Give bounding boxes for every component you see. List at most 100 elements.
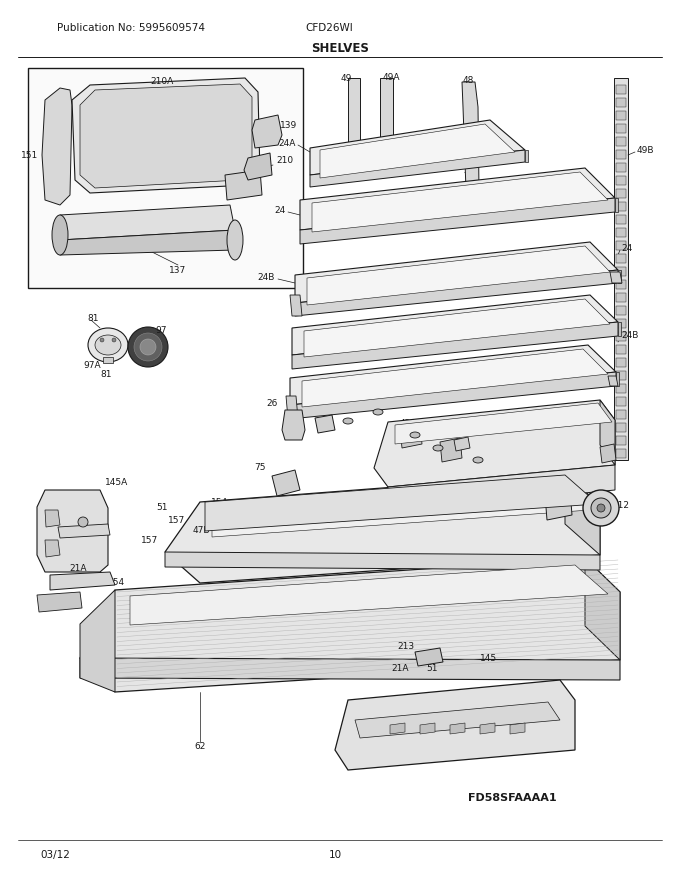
Text: 157: 157 <box>168 516 185 524</box>
Polygon shape <box>525 150 528 162</box>
Polygon shape <box>286 396 298 419</box>
Text: 212: 212 <box>337 404 354 413</box>
Ellipse shape <box>100 338 104 342</box>
Text: 49A: 49A <box>382 72 400 82</box>
Polygon shape <box>302 349 608 407</box>
Polygon shape <box>618 322 621 336</box>
Polygon shape <box>58 524 110 538</box>
Polygon shape <box>616 98 626 107</box>
Polygon shape <box>80 658 620 680</box>
Ellipse shape <box>78 517 88 527</box>
Polygon shape <box>205 475 598 531</box>
Polygon shape <box>80 84 252 188</box>
Polygon shape <box>616 306 626 315</box>
Polygon shape <box>300 198 615 244</box>
Text: 03/12: 03/12 <box>40 850 70 860</box>
Polygon shape <box>80 590 115 692</box>
Text: 24: 24 <box>275 206 286 215</box>
Polygon shape <box>616 228 626 237</box>
Polygon shape <box>415 648 443 666</box>
Polygon shape <box>585 558 620 660</box>
Text: 21A: 21A <box>69 563 87 573</box>
Text: 210: 210 <box>276 156 293 165</box>
Polygon shape <box>45 510 60 527</box>
Polygon shape <box>400 424 422 448</box>
Text: 139: 139 <box>280 121 297 129</box>
Polygon shape <box>225 170 262 200</box>
Text: 75: 75 <box>254 463 266 472</box>
Polygon shape <box>616 150 626 159</box>
Polygon shape <box>616 241 626 250</box>
Polygon shape <box>374 400 615 487</box>
Text: 212: 212 <box>467 449 484 458</box>
Polygon shape <box>380 78 393 172</box>
Text: FD58SFAAAA1: FD58SFAAAA1 <box>468 793 557 803</box>
Text: 42A: 42A <box>400 419 418 428</box>
Polygon shape <box>72 78 260 193</box>
Polygon shape <box>462 82 479 190</box>
Polygon shape <box>282 410 305 440</box>
Text: 49B: 49B <box>637 145 654 155</box>
Polygon shape <box>616 345 626 354</box>
Polygon shape <box>616 397 626 406</box>
Polygon shape <box>103 357 113 363</box>
Polygon shape <box>616 384 626 393</box>
Text: 212: 212 <box>375 400 392 409</box>
Polygon shape <box>60 205 235 240</box>
Text: 212: 212 <box>612 501 629 510</box>
Text: 21A: 21A <box>448 426 466 435</box>
Polygon shape <box>614 78 628 460</box>
Polygon shape <box>545 490 572 520</box>
Polygon shape <box>212 483 590 537</box>
Polygon shape <box>616 372 619 386</box>
Polygon shape <box>454 437 470 451</box>
Polygon shape <box>165 474 600 583</box>
Polygon shape <box>510 723 525 734</box>
Polygon shape <box>565 474 600 555</box>
Text: 212: 212 <box>464 459 481 468</box>
Polygon shape <box>388 465 615 512</box>
Ellipse shape <box>227 220 243 260</box>
Ellipse shape <box>373 409 383 415</box>
Polygon shape <box>28 68 303 288</box>
Polygon shape <box>310 120 525 175</box>
Text: 47B: 47B <box>192 525 210 534</box>
Polygon shape <box>616 189 626 198</box>
Polygon shape <box>45 540 60 557</box>
Polygon shape <box>610 272 622 283</box>
Polygon shape <box>450 723 465 734</box>
Polygon shape <box>616 449 626 458</box>
Polygon shape <box>600 400 615 465</box>
Polygon shape <box>616 280 626 289</box>
Text: 81: 81 <box>100 370 112 378</box>
Polygon shape <box>616 202 626 211</box>
Polygon shape <box>618 270 621 283</box>
Text: 81: 81 <box>87 313 99 322</box>
Polygon shape <box>616 254 626 263</box>
Text: 49: 49 <box>340 74 352 83</box>
Polygon shape <box>272 470 300 496</box>
Text: 151: 151 <box>21 150 38 159</box>
Ellipse shape <box>88 328 128 362</box>
Polygon shape <box>616 267 626 276</box>
Polygon shape <box>616 410 626 419</box>
Polygon shape <box>616 163 626 172</box>
Polygon shape <box>355 702 560 738</box>
Text: 48: 48 <box>462 76 474 84</box>
Polygon shape <box>300 168 615 230</box>
Polygon shape <box>440 438 462 462</box>
Text: 213: 213 <box>397 642 414 650</box>
Polygon shape <box>315 415 335 433</box>
Text: 145: 145 <box>480 654 497 663</box>
Text: 51: 51 <box>156 502 168 511</box>
Polygon shape <box>130 565 608 625</box>
Polygon shape <box>252 115 282 148</box>
Text: 97: 97 <box>155 326 167 334</box>
Text: Publication No: 5995609574: Publication No: 5995609574 <box>57 23 205 33</box>
Text: 97A: 97A <box>83 361 101 370</box>
Polygon shape <box>335 680 575 770</box>
Polygon shape <box>616 332 626 341</box>
Text: 51: 51 <box>426 664 438 672</box>
Polygon shape <box>304 299 610 357</box>
Polygon shape <box>348 78 360 165</box>
